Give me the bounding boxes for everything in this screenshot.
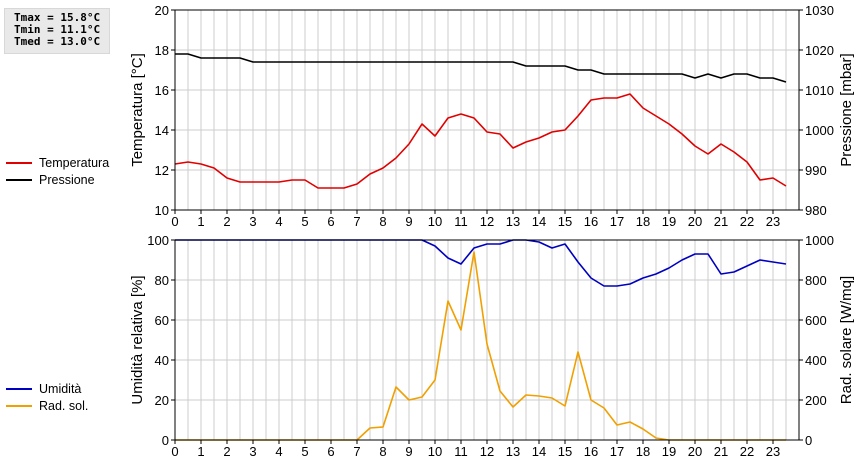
chart0-y-tick-label: 16 (155, 83, 169, 98)
chart1-y2-tick-label: 200 (805, 393, 827, 408)
chart1-y-tick-label: 80 (155, 273, 169, 288)
chart1-x-tick-label: 13 (506, 444, 520, 459)
chart1-series-umidit (175, 239, 787, 287)
chart1-y-tick-label: 100 (147, 233, 169, 248)
legend-swatch-umidita (6, 387, 32, 390)
chart0-y-tick-label: 10 (155, 203, 169, 218)
chart1-y-tick-label: 20 (155, 393, 169, 408)
chart1-ylabel-right: Rad. solare [W/mq] (838, 276, 855, 404)
tmed-label: Tmed = 13.0°C (14, 35, 101, 48)
legend-label-pressione: Pressione (39, 172, 95, 187)
chart0-x-tick-label: 12 (480, 214, 494, 229)
legend-item-umidita: Umidità (6, 380, 88, 397)
chart1-x-tick-label: 11 (454, 444, 468, 459)
chart1-y-tick-label: 60 (155, 313, 169, 328)
chart0-x-tick-label: 14 (532, 214, 546, 229)
legend-item-radiazione: Rad. sol. (6, 397, 88, 414)
chart0-series-temperatura (174, 93, 787, 189)
chart1-x-tick-label: 14 (532, 444, 546, 459)
chart0-x-tick-label: 15 (558, 214, 572, 229)
chart1-x-tick-label: 6 (327, 444, 334, 459)
chart1-x-tick-label: 20 (688, 444, 702, 459)
chart0-x-tick-label: 20 (688, 214, 702, 229)
chart0-x-tick-label: 5 (301, 214, 308, 229)
chart0-x-tick-label: 8 (379, 214, 386, 229)
chart0-x-tick-label: 1 (197, 214, 204, 229)
legend-top: Temperatura Pressione (6, 154, 109, 188)
chart0-ylabel-right: Pressione [mbar] (838, 53, 855, 166)
chart1-x-tick-label: 21 (714, 444, 728, 459)
chart0-y-tick-label: 12 (155, 163, 169, 178)
chart1-x-tick-label: 1 (197, 444, 204, 459)
chart0-x-tick-label: 13 (506, 214, 520, 229)
chart1-y-tick-label: 40 (155, 353, 169, 368)
chart0-series-pressione (175, 53, 787, 83)
chart0-x-tick-label: 4 (275, 214, 282, 229)
chart1-x-tick-label: 18 (636, 444, 650, 459)
chart0-y2-tick-label: 1010 (805, 83, 834, 98)
legend-swatch-temperatura (6, 161, 32, 164)
stats-box: Tmax = 15.8°C Tmin = 11.1°C Tmed = 13.0°… (4, 8, 110, 54)
chart1-x-tick-label: 9 (405, 444, 412, 459)
chart0-x-tick-label: 21 (714, 214, 728, 229)
chart0-y-tick-label: 14 (155, 123, 169, 138)
chart0-x-tick-label: 9 (405, 214, 412, 229)
chart0-y-tick-label: 20 (155, 3, 169, 18)
chart1-y-tick-label: 0 (162, 433, 169, 448)
chart0-x-tick-label: 11 (454, 214, 468, 229)
chart0-ylabel: Temperatura [°C] (129, 53, 146, 167)
legend-swatch-radiazione (6, 404, 32, 407)
chart0-x-tick-label: 2 (223, 214, 230, 229)
chart0-y-tick-label: 18 (155, 43, 169, 58)
chart0-x-tick-label: 0 (171, 214, 178, 229)
chart0-y2-tick-label: 1000 (805, 123, 834, 138)
chart1-x-tick-label: 15 (558, 444, 572, 459)
chart1-x-tick-label: 7 (353, 444, 360, 459)
legend-label-radiazione: Rad. sol. (39, 398, 89, 413)
chart0-x-tick-label: 10 (428, 214, 442, 229)
chart0-y2-tick-label: 980 (805, 203, 827, 218)
chart1-x-tick-label: 19 (662, 444, 676, 459)
chart0-y2-tick-label: 990 (805, 163, 827, 178)
chart1-y2-tick-label: 800 (805, 273, 827, 288)
chart1-x-tick-label: 4 (275, 444, 282, 459)
chart0-x-tick-label: 3 (249, 214, 256, 229)
chart1-x-tick-label: 3 (249, 444, 256, 459)
chart1-y2-tick-label: 1000 (805, 233, 834, 248)
chart1-x-tick-label: 16 (584, 444, 598, 459)
chart1-x-tick-label: 2 (223, 444, 230, 459)
chart0-x-tick-label: 22 (740, 214, 754, 229)
legend-item-pressione: Pressione (6, 171, 109, 188)
chart1-x-tick-label: 22 (740, 444, 754, 459)
legend-bottom: Umidità Rad. sol. (6, 380, 88, 414)
chart0-x-tick-label: 23 (766, 214, 780, 229)
chart1-x-tick-label: 17 (610, 444, 624, 459)
chart0-y2-tick-label: 1020 (805, 43, 834, 58)
chart1-x-tick-label: 0 (171, 444, 178, 459)
chart0-x-tick-label: 16 (584, 214, 598, 229)
chart1-x-tick-label: 10 (428, 444, 442, 459)
legend-label-umidita: Umidità (39, 381, 82, 396)
chart0-x-tick-label: 17 (610, 214, 624, 229)
chart0-x-tick-label: 19 (662, 214, 676, 229)
chart1-ylabel: Umidità relativa [%] (129, 275, 146, 404)
chart1-x-tick-label: 5 (301, 444, 308, 459)
chart0-x-tick-label: 18 (636, 214, 650, 229)
legend-label-temperatura: Temperatura (39, 155, 110, 170)
chart1-y2-tick-label: 600 (805, 313, 827, 328)
legend-item-temperatura: Temperatura (6, 154, 109, 171)
tmax-label: Tmax = 15.8°C (14, 11, 101, 24)
chart1-y2-tick-label: 400 (805, 353, 827, 368)
chart1-x-tick-label: 23 (766, 444, 780, 459)
chart0-y2-tick-label: 1030 (805, 3, 834, 18)
legend-swatch-pressione (6, 178, 32, 181)
tmin-label: Tmin = 11.1°C (14, 23, 101, 36)
chart1-y2-tick-label: 0 (805, 433, 812, 448)
chart0-x-tick-label: 6 (327, 214, 334, 229)
chart1-x-tick-label: 8 (379, 444, 386, 459)
chart1-x-tick-label: 12 (480, 444, 494, 459)
chart0-x-tick-label: 7 (353, 214, 360, 229)
